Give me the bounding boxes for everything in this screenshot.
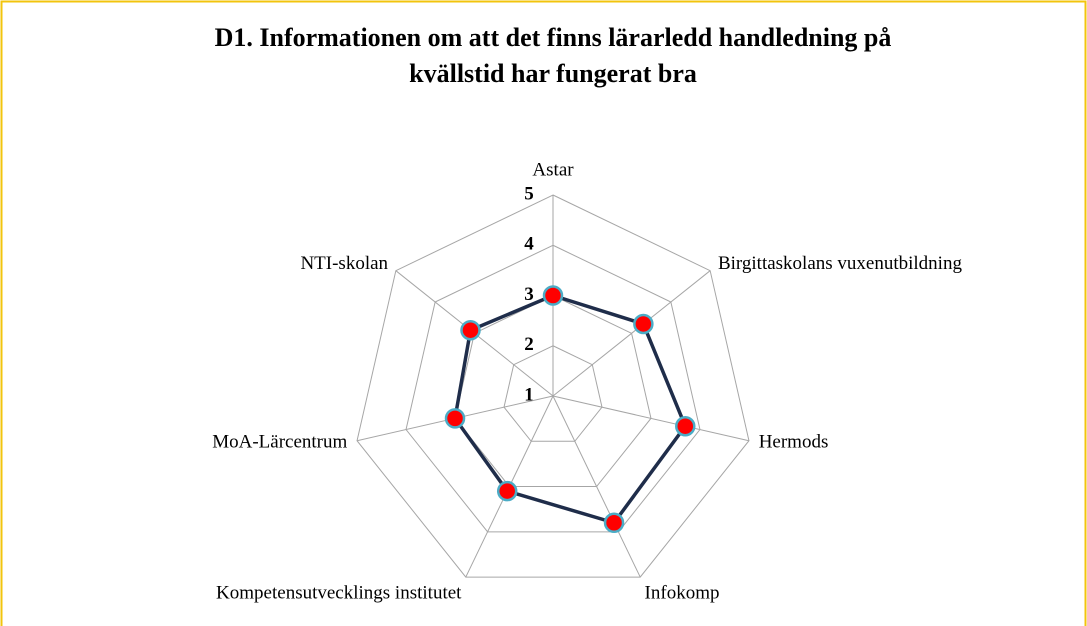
tick-label: 3 <box>524 284 534 305</box>
category-label: Hermods <box>759 431 829 452</box>
category-label: Infokomp <box>645 582 720 603</box>
data-point <box>542 285 564 306</box>
grid-ring <box>405 244 701 533</box>
grid-ring <box>454 294 652 488</box>
series-line <box>453 293 688 525</box>
category-label: Astar <box>532 159 574 180</box>
data-point <box>633 313 654 335</box>
spoke <box>552 395 641 578</box>
tick-label: 2 <box>524 334 534 355</box>
category-label: Kompetensutvecklings institutet <box>216 582 462 603</box>
tick-label: 1 <box>524 384 534 405</box>
tick-label: 5 <box>524 183 534 204</box>
plot-area: 1 2 3 4 5 Astar Birgittaskolans vuxenutbildnin… <box>212 159 962 603</box>
chart-title: kvällstid har fungerat bra <box>409 59 697 88</box>
data-point <box>460 319 481 341</box>
data-point <box>496 480 518 502</box>
grid-ring <box>503 345 603 442</box>
category-label: NTI-skolan <box>300 253 388 274</box>
spoke <box>552 270 711 397</box>
grid-ring <box>356 194 750 578</box>
data-point <box>603 512 625 534</box>
tick-label: 4 <box>524 234 534 255</box>
category-label: MoA-Lärcentrum <box>212 431 347 452</box>
chart-title: D1. Informationen om att det finns lärar… <box>215 23 892 52</box>
data-point <box>444 408 466 429</box>
category-label: Birgittaskolans vuxenutbildning <box>718 253 963 274</box>
data-point <box>675 415 696 437</box>
spoke <box>552 395 750 442</box>
